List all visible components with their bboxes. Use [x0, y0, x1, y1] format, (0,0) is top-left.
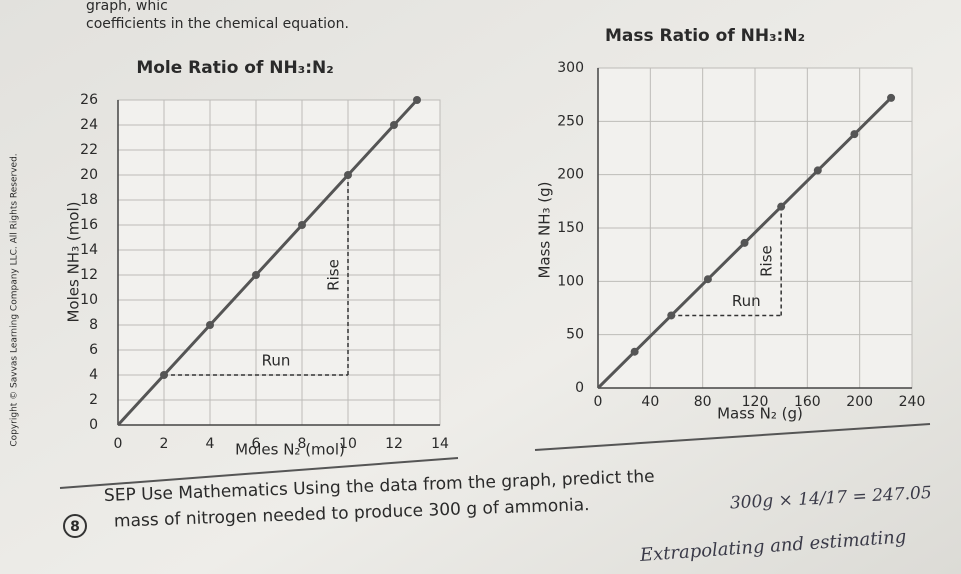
y-axis-label: Moles NH₃ (mol) — [65, 201, 83, 322]
y-tick-label: 0 — [575, 380, 584, 396]
y-tick-label: 250 — [557, 113, 584, 129]
x-tick-label: 80 — [694, 394, 712, 410]
data-point — [160, 371, 168, 379]
rule — [534, 423, 931, 451]
annotation: Rise — [758, 245, 776, 277]
x-axis-label: Moles N₂ (mol) — [235, 441, 345, 459]
y-tick-label: 24 — [80, 117, 98, 133]
y-tick-label: 4 — [89, 367, 98, 383]
x-tick-label: 12 — [385, 436, 403, 452]
x-tick-label: 200 — [846, 394, 873, 410]
annotation: Run — [732, 292, 761, 310]
data-point — [413, 96, 421, 104]
x-tick-label: 0 — [114, 436, 123, 452]
data-point — [813, 166, 822, 175]
y-tick-label: 22 — [80, 142, 98, 158]
x-tick-label: 240 — [899, 394, 926, 410]
y-tick-label: 100 — [557, 273, 584, 289]
chart-title: Mole Ratio of NH₃:N₂ — [136, 58, 333, 78]
x-tick-label: 4 — [206, 436, 215, 452]
x-tick-label: 0 — [594, 394, 603, 410]
x-axis-label: Mass N₂ (g) — [717, 405, 803, 423]
y-tick-label: 12 — [80, 267, 98, 283]
chart-title: Mass Ratio of NH₃:N₂ — [605, 26, 805, 46]
data-point — [777, 202, 786, 211]
data-point — [703, 275, 712, 284]
header-text: coefficients in the chemical equation. — [86, 16, 349, 32]
x-tick-label: 2 — [160, 436, 169, 452]
data-point — [252, 271, 260, 279]
y-tick-label: 0 — [89, 417, 98, 433]
x-tick-label: 8 — [298, 436, 307, 452]
y-tick-label: 2 — [89, 392, 98, 408]
annotation: Run — [262, 352, 291, 370]
data-point — [630, 347, 639, 356]
data-point — [850, 130, 859, 139]
y-tick-label: 8 — [89, 317, 98, 333]
rule — [59, 457, 459, 489]
annotation: Rise — [325, 259, 343, 291]
y-tick-label: 50 — [566, 327, 584, 343]
question-number: 8 — [70, 519, 80, 535]
y-tick-label: 14 — [80, 242, 98, 258]
data-point — [740, 238, 749, 247]
header-text: graph, whic — [86, 0, 168, 14]
y-tick-label: 150 — [557, 220, 584, 236]
y-tick-label: 16 — [80, 217, 98, 233]
y-tick-label: 300 — [557, 60, 584, 76]
x-tick-label: 160 — [794, 394, 821, 410]
x-tick-label: 10 — [339, 436, 357, 452]
y-tick-label: 26 — [80, 92, 98, 108]
question-badge — [63, 514, 87, 538]
data-line — [116, 98, 419, 427]
y-tick-label: 10 — [80, 292, 98, 308]
y-axis-label: Mass NH₃ (g) — [536, 181, 554, 278]
x-tick-label: 40 — [641, 394, 659, 410]
y-tick-label: 18 — [80, 192, 98, 208]
data-point — [344, 171, 352, 179]
plot-area — [117, 99, 441, 426]
y-tick-label: 6 — [89, 342, 98, 358]
data-point — [206, 321, 214, 329]
y-tick-label: 20 — [80, 167, 98, 183]
data-point — [887, 93, 896, 102]
x-tick-label: 120 — [742, 394, 769, 410]
data-point — [298, 221, 306, 229]
x-tick-label: 14 — [431, 436, 449, 452]
y-tick-label: 200 — [557, 167, 584, 183]
x-tick-label: 6 — [252, 436, 261, 452]
copyright: Copyright © Savvas Learning Company LLC.… — [10, 153, 20, 446]
data-point — [667, 311, 676, 320]
data-point — [390, 121, 398, 129]
